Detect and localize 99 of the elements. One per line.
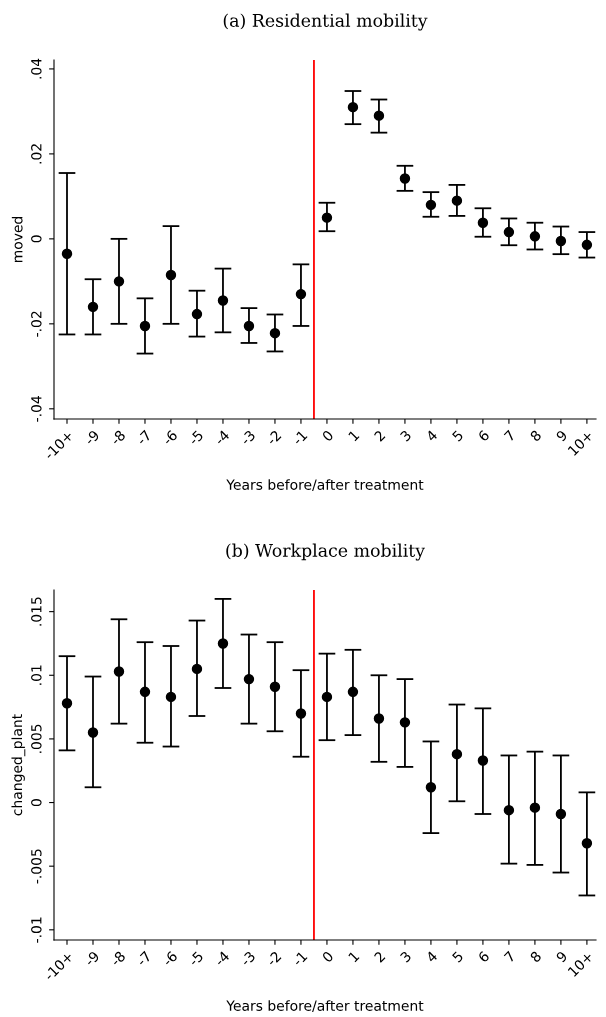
point <box>61 248 73 259</box>
x-tick-label: 0 <box>321 429 334 442</box>
x-tick-label: -4 <box>213 429 230 446</box>
x-tick-label: 5 <box>451 950 464 963</box>
point <box>425 782 437 793</box>
point <box>243 320 255 332</box>
point <box>555 808 567 820</box>
point <box>347 101 359 113</box>
x-tick-label: 6 <box>477 950 490 963</box>
x-tick-label: -2 <box>265 429 282 446</box>
point <box>243 673 255 685</box>
point <box>373 110 385 121</box>
x-tick-label: -6 <box>161 429 178 446</box>
point <box>113 276 125 287</box>
y-tick-label: -.02 <box>31 311 42 337</box>
point <box>87 301 99 313</box>
point <box>217 638 229 649</box>
point <box>217 295 229 306</box>
y-axis-title: moved <box>11 216 23 263</box>
point <box>87 727 99 738</box>
point <box>165 269 177 281</box>
x-tick-label: -1 <box>291 429 308 446</box>
x-tick-label: 8 <box>529 429 542 442</box>
point <box>529 802 541 813</box>
point <box>191 308 203 320</box>
point <box>555 235 567 247</box>
x-tick-label: 7 <box>503 429 516 442</box>
y-tick-label: 0 <box>31 235 42 243</box>
chart-title: (b) Workplace mobility <box>226 543 426 561</box>
x-axis-title: Years before/after treatment <box>226 479 424 492</box>
chart-title: (a) Residential mobility <box>223 13 428 31</box>
point <box>373 713 385 724</box>
point <box>269 327 281 339</box>
y-tick-label: -.005 <box>31 849 42 884</box>
point <box>477 217 489 228</box>
point <box>321 212 333 223</box>
y-axis-title: changed_plant <box>11 714 26 816</box>
point <box>295 708 307 719</box>
point <box>399 717 411 728</box>
point <box>269 681 281 692</box>
point <box>321 691 333 703</box>
x-tick-label: -1 <box>291 950 308 967</box>
x-tick-label: 9 <box>555 429 568 442</box>
x-tick-label: 9 <box>555 950 568 963</box>
x-tick-label: -2 <box>265 950 282 967</box>
x-tick-label: 10+ <box>567 429 594 456</box>
x-tick-label: -4 <box>213 950 230 967</box>
x-tick-label: -5 <box>187 429 204 446</box>
x-tick-label: 7 <box>503 950 516 963</box>
x-tick-label: 4 <box>425 950 438 963</box>
x-tick-label: 10+ <box>567 950 594 977</box>
x-tick-label: 3 <box>399 429 412 442</box>
y-tick-label: 0 <box>31 799 42 807</box>
x-tick-label: -3 <box>239 950 256 967</box>
x-tick-label: -9 <box>83 429 100 446</box>
point <box>347 686 359 698</box>
y-tick-label: .005 <box>31 724 42 753</box>
point <box>503 804 515 816</box>
point <box>165 691 177 703</box>
x-tick-label: -9 <box>83 950 100 967</box>
point <box>477 755 489 766</box>
point <box>451 195 463 206</box>
x-tick-label: -3 <box>239 429 256 446</box>
point <box>581 239 593 251</box>
x-tick-label: -8 <box>109 429 126 446</box>
point <box>113 666 125 677</box>
point <box>139 320 151 332</box>
x-tick-label: 1 <box>348 429 360 442</box>
x-tick-label: -6 <box>161 950 178 967</box>
point <box>581 838 593 849</box>
point <box>191 663 203 675</box>
x-tick-label: 5 <box>451 429 464 442</box>
point <box>295 288 307 300</box>
point <box>503 226 515 238</box>
y-tick-label: .04 <box>31 58 42 79</box>
x-tick-label: -8 <box>109 950 126 967</box>
y-tick-label: .01 <box>31 665 42 685</box>
y-tick-label: -.01 <box>31 917 42 943</box>
y-tick-label: .02 <box>31 144 42 164</box>
x-axis-title: Years before/after treatment <box>226 1000 424 1013</box>
x-tick-label: 2 <box>373 950 386 963</box>
y-tick-label: -.04 <box>31 396 42 422</box>
x-tick-label: -7 <box>135 950 152 967</box>
point <box>425 199 437 211</box>
point <box>529 231 541 242</box>
x-tick-label: 1 <box>348 950 360 963</box>
x-tick-label: -5 <box>187 950 204 967</box>
x-tick-label: 4 <box>425 429 438 442</box>
x-tick-label: 6 <box>477 429 490 442</box>
point <box>399 173 411 184</box>
y-tick-label: .015 <box>31 597 42 626</box>
x-tick-label: -7 <box>135 429 152 446</box>
x-tick-label: 8 <box>529 950 542 963</box>
x-tick-label: 0 <box>321 950 334 963</box>
point <box>139 686 151 698</box>
x-tick-label: 2 <box>373 429 386 442</box>
x-tick-label: 3 <box>399 950 412 963</box>
point <box>61 698 73 709</box>
point <box>451 748 463 760</box>
